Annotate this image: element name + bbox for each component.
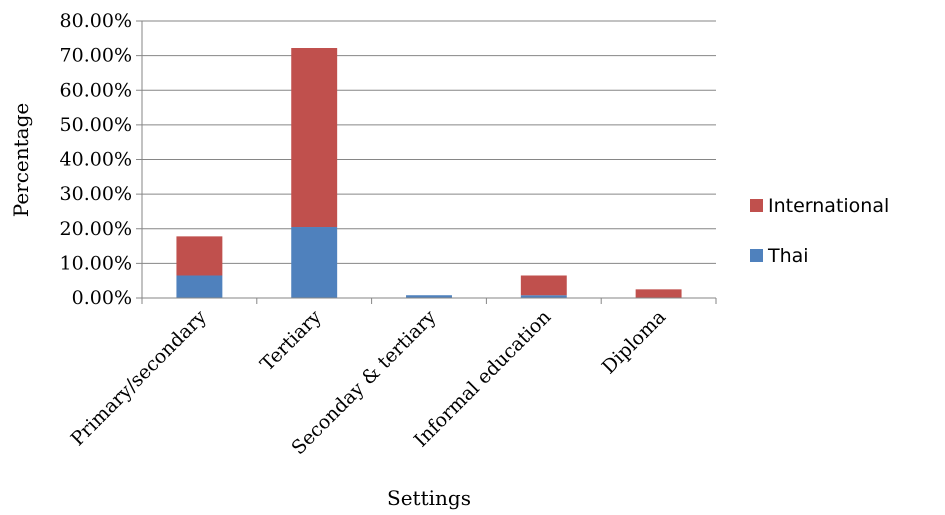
axes [141,21,717,304]
bar-international [291,48,338,228]
y-axis-title: Percentage [9,103,33,217]
y-tick-label: 70.00% [60,45,132,67]
bar-international [520,275,567,296]
x-axis-title: Settings [387,486,471,510]
y-tick-label: 40.00% [60,149,132,171]
legend-label: International [768,195,889,217]
bar-international [635,289,682,298]
legend: International Thai [750,195,889,267]
y-tick-labels: 0.00% 10.00% 20.00% 30.00% 40.00% 50.00% 60.00… [60,10,132,309]
y-tick-label: 60.00% [60,79,132,101]
y-tick-label: 20.00% [60,218,132,240]
legend-item-thai: Thai [750,245,809,267]
x-tick-label: Diploma [598,306,670,378]
bars [176,48,682,298]
y-tick-label: 80.00% [60,10,132,32]
x-tick-label: Tertiary [256,306,326,376]
y-tick-label: 50.00% [60,114,132,136]
gridlines [136,20,716,299]
bar-thai [291,227,338,298]
legend-label: Thai [767,245,809,267]
legend-item-international: International [750,195,889,217]
y-tick-label: 30.00% [60,183,132,205]
bar-thai [406,295,452,298]
bar-thai [176,275,223,298]
x-tick-label: Primary/secondary [67,306,212,451]
y-tick-label: 10.00% [60,252,132,274]
bar-international [176,236,223,276]
legend-swatch [750,199,763,212]
y-tick-label: 0.00% [72,287,132,309]
bar-thai [520,295,567,298]
legend-swatch [750,249,763,262]
